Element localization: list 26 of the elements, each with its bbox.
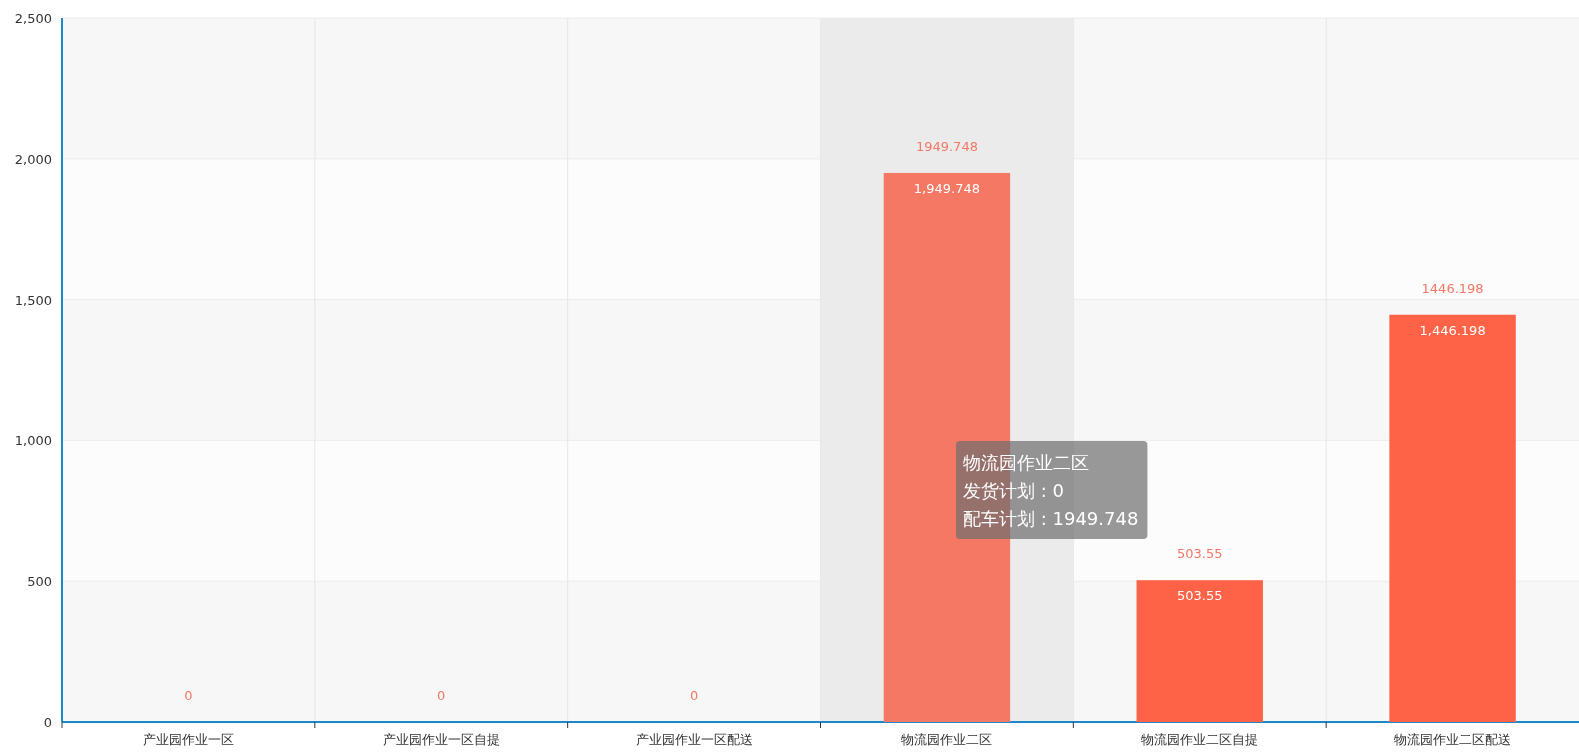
total-label: 1949.748 [915, 138, 978, 154]
total-label: 1446.198 [1421, 280, 1484, 296]
total-label: 0 [437, 688, 446, 703]
data-label: 1,446.198 [1419, 322, 1486, 338]
total-label: 503.55 [1177, 546, 1223, 562]
x-tick-label: 产业园作业一区 [142, 732, 234, 747]
x-tick-label: 物流园作业二区 [901, 732, 993, 747]
x-tick-label: 产业园作业一区配送 [635, 732, 753, 747]
y-tick-label: 2,500 [14, 11, 52, 26]
y-tick-label: 1,500 [14, 292, 52, 308]
data-label: 503.55 [1177, 588, 1223, 604]
bar [1136, 580, 1263, 722]
y-tick-label: 2,000 [14, 151, 52, 167]
y-tick-label: 0 [43, 715, 52, 730]
x-tick-label: 物流园作业二区自提 [1141, 732, 1259, 747]
x-tick-label: 物流园作业二区配送 [1394, 732, 1512, 747]
annotation: 发货计划 : 0 [963, 480, 1064, 501]
data-label: 1,949.748 [913, 180, 980, 196]
total-label: 0 [689, 688, 699, 703]
annotation: 物流园作业二区 [963, 452, 1089, 473]
annotation: 配车计划 : 1949.748 [963, 508, 1139, 529]
y-tick-label: 500 [27, 574, 52, 590]
total-label: 0 [184, 688, 193, 703]
x-tick-label: 产业园作业一区自提 [382, 732, 500, 747]
y-tick-label: 1,000 [14, 433, 52, 449]
bar [1389, 314, 1516, 722]
